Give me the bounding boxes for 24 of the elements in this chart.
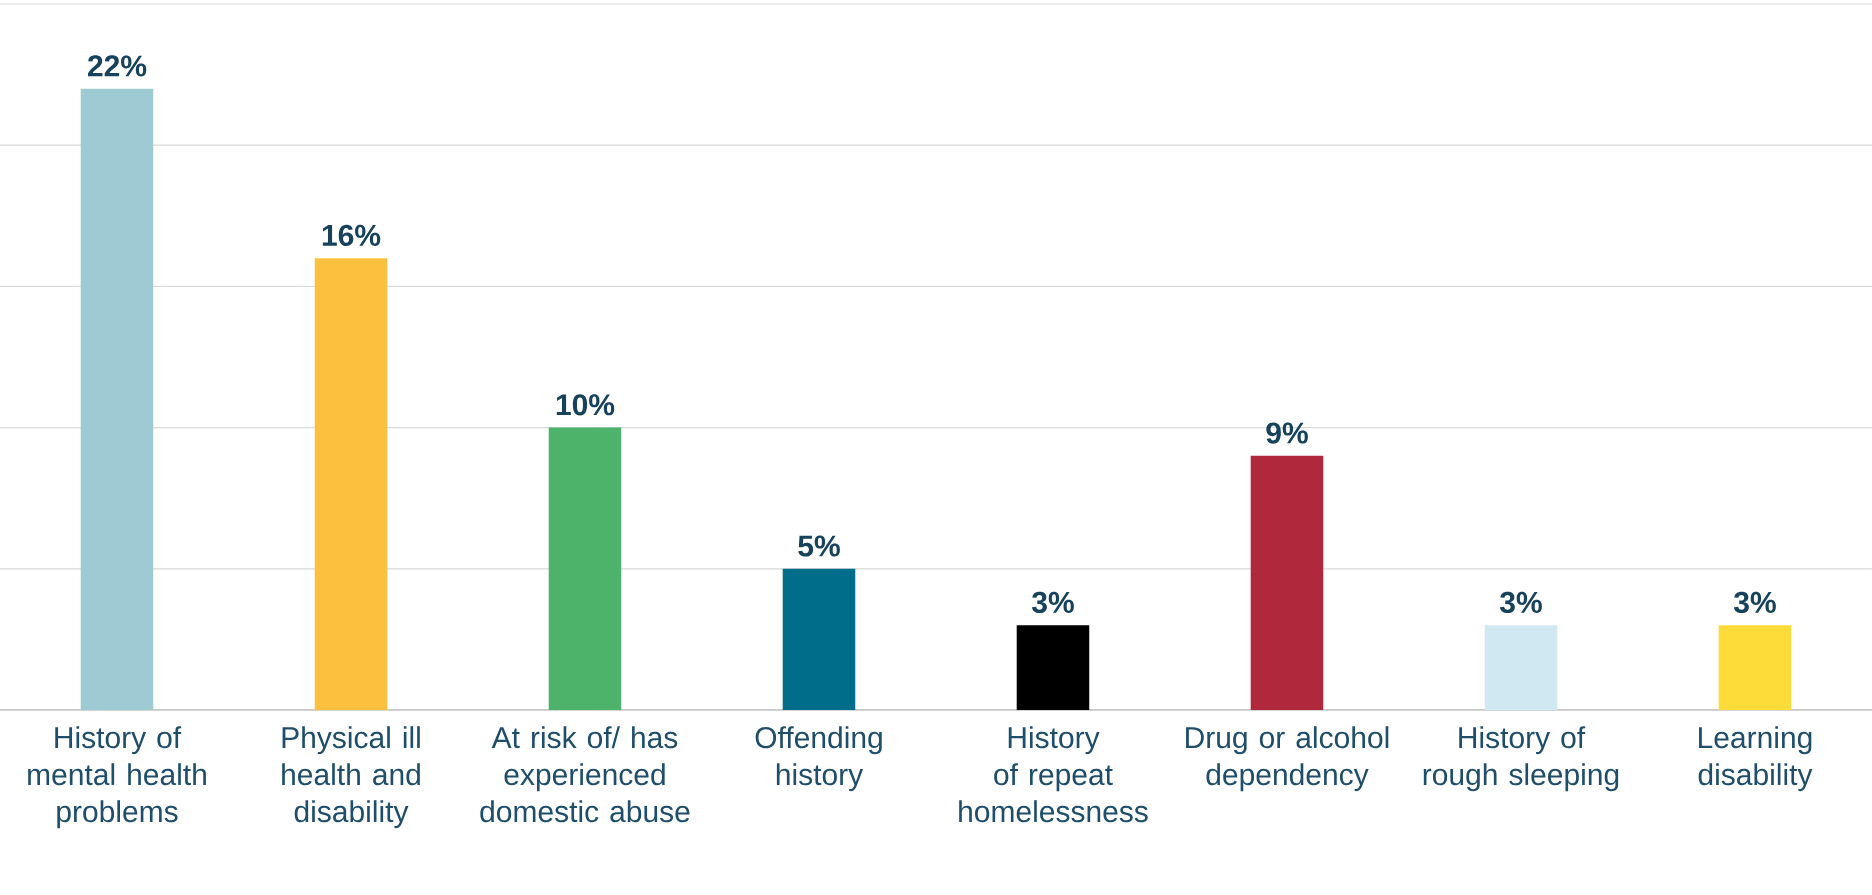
data-label: 3% xyxy=(1499,591,1542,614)
x-tick-label: Offending history xyxy=(755,726,882,792)
x-tick-label: At risk of/ has experienced domestic abuse xyxy=(480,726,690,823)
bar xyxy=(782,568,856,710)
bar xyxy=(80,88,154,710)
bar xyxy=(1016,625,1090,710)
bar xyxy=(1250,455,1324,710)
bar xyxy=(1718,625,1792,710)
bar xyxy=(314,258,388,710)
x-tick-label: History of mental health problems xyxy=(28,726,206,829)
x-tick-label: Learning disability xyxy=(1698,726,1813,792)
x-tick-label: History of rough sleeping xyxy=(1423,726,1619,792)
data-label: 10% xyxy=(556,394,615,416)
data-label: 5% xyxy=(798,535,840,557)
bar xyxy=(1484,625,1558,710)
x-tick-label: Drug or alcohol dependency xyxy=(1186,726,1389,792)
data-label: 16% xyxy=(322,224,381,246)
bar xyxy=(548,427,622,710)
data-label: 3% xyxy=(1733,591,1776,614)
data-label: 9% xyxy=(1266,422,1308,444)
data-label: 22% xyxy=(88,55,147,77)
x-tick-label: Physical ill health and disability xyxy=(282,726,420,829)
x-tick-label: History of repeat homelessness xyxy=(959,726,1148,823)
data-label: 3% xyxy=(1031,591,1074,614)
